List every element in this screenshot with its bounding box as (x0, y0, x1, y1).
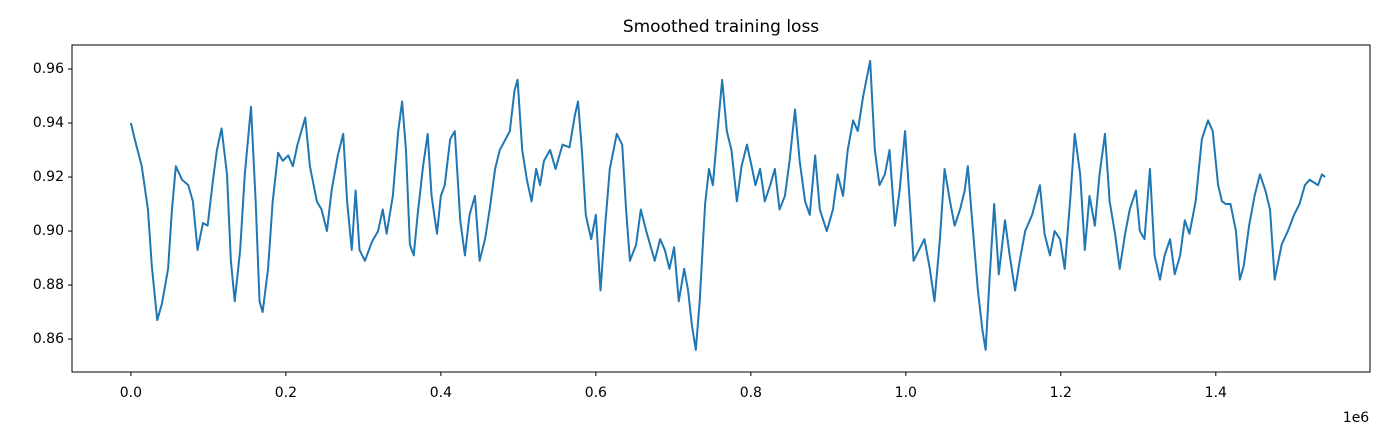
x-tick-label: 0.0 (120, 385, 142, 401)
x-tick-label: 0.2 (275, 385, 297, 401)
x-tick-label: 1.0 (895, 385, 917, 401)
plot-frame (71, 44, 1371, 373)
y-tick-label: 0.96 (33, 61, 64, 77)
loss-line (129, 59, 1326, 351)
chart-title: Smoothed training loss (623, 17, 819, 37)
y-tick-label: 0.86 (33, 331, 64, 347)
x-offset-label: 1e6 (1343, 410, 1370, 426)
x-tick-label: 0.8 (740, 385, 762, 401)
y-tick-label: 0.90 (33, 223, 64, 239)
y-tick-label: 0.94 (33, 115, 64, 131)
x-tick-label: 0.4 (430, 385, 452, 401)
y-tick-label: 0.92 (33, 169, 64, 185)
x-tick-label: 0.6 (585, 385, 607, 401)
x-tick-label: 1.2 (1050, 385, 1072, 401)
y-tick-label: 0.88 (33, 277, 64, 293)
x-tick-label: 1.4 (1205, 385, 1227, 401)
